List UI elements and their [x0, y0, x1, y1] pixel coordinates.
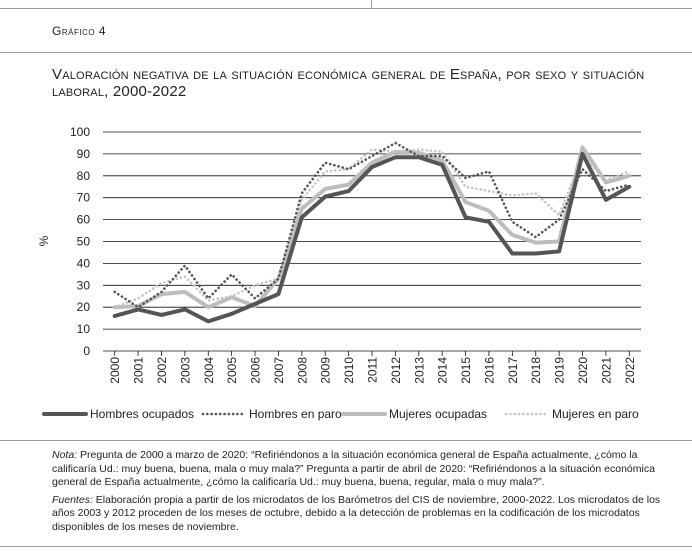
- x-tick-label-2005: 2005: [225, 357, 239, 384]
- x-tick-label-2011: 2011: [366, 357, 380, 383]
- x-tick-label-2012: 2012: [389, 357, 403, 384]
- y-tick-label-100: 100: [70, 125, 90, 139]
- legend-label-hombres-ocupados: Hombres ocupados: [90, 407, 194, 421]
- fuentes-label: Fuentes:: [52, 493, 93, 506]
- x-tick-label-2021: 2021: [599, 357, 613, 384]
- series-line-mujeres-ocupadas: [112, 145, 632, 310]
- fuentes-paragraph: Fuentes: Elaboración propia a partir de …: [52, 494, 684, 535]
- series-line-hombres-ocupados: [112, 151, 632, 324]
- legend: Hombres ocupados Hombres en paro Mujeres o…: [42, 407, 639, 421]
- legend-label-mujeres-ocupadas: Mujeres ocupadas: [389, 407, 487, 421]
- notes-rule: [0, 440, 692, 441]
- top-frame-tick: [371, 0, 372, 8]
- series-line-mujeres-en-paro: [113, 148, 631, 309]
- x-tick-label-2009: 2009: [319, 357, 333, 384]
- nota-paragraph: Nota: Pregunta de 2000 a marzo de 2020: …: [52, 449, 684, 490]
- x-tick-label-2016: 2016: [482, 357, 496, 384]
- x-tick-label-2013: 2013: [412, 357, 426, 384]
- x-tick-label-2018: 2018: [529, 357, 543, 384]
- x-tick-label-2014: 2014: [436, 357, 450, 384]
- y-tick-label-50: 50: [77, 235, 91, 249]
- y-axis-label: %: [37, 235, 51, 246]
- legend-label-mujeres-en-paro: Mujeres en paro: [552, 407, 639, 421]
- x-tick-label-2017: 2017: [506, 357, 520, 384]
- x-tick-label-2002: 2002: [155, 357, 169, 384]
- x-tick-label-2022: 2022: [623, 357, 637, 384]
- x-axis-ticks: 2000 2001 2002 2003 2004 2005 2006 2007 2008 2009…: [108, 351, 637, 384]
- x-tick-label-2008: 2008: [295, 357, 309, 384]
- x-tick-label-2004: 2004: [202, 357, 216, 384]
- top-rule: [0, 8, 692, 9]
- y-tick-label-60: 60: [77, 213, 91, 227]
- x-tick-label-2020: 2020: [576, 357, 590, 384]
- y-tick-label-80: 80: [77, 169, 91, 183]
- x-tick-label-2015: 2015: [459, 357, 473, 384]
- x-tick-label-2019: 2019: [553, 357, 567, 384]
- y-tick-label-20: 20: [77, 300, 91, 314]
- y-tick-label-40: 40: [77, 256, 91, 270]
- header-rule: [0, 52, 692, 53]
- legend-label-hombres-en-paro: Hombres en paro: [249, 407, 342, 421]
- nota-text: Pregunta de 2000 a marzo de 2020: “Refir…: [52, 449, 655, 489]
- y-tick-label-90: 90: [77, 147, 91, 161]
- x-tick-label-2000: 2000: [108, 357, 122, 384]
- x-tick-label-2006: 2006: [249, 357, 263, 384]
- series-lines: [112, 141, 632, 324]
- x-tick-label-2007: 2007: [272, 357, 286, 384]
- x-tick-label-2010: 2010: [342, 357, 356, 384]
- y-tick-label-70: 70: [77, 191, 91, 205]
- notes: Nota: Pregunta de 2000 a marzo de 2020: …: [52, 449, 684, 539]
- y-tick-label-30: 30: [77, 278, 91, 292]
- y-axis-ticks: 0 10 20 30 40 50 60 70 80 90 100: [70, 125, 90, 358]
- y-tick-label-10: 10: [77, 322, 91, 336]
- figure-label: Gráfico 4: [52, 24, 107, 38]
- grid-lines: [103, 131, 641, 352]
- fuentes-text: Elaboración propia a partir de los micro…: [52, 493, 661, 533]
- chart-title: Valoración negativa de la situación econ…: [52, 66, 645, 100]
- x-tick-label-2003: 2003: [178, 357, 192, 384]
- y-tick-label-0: 0: [83, 344, 90, 358]
- nota-label: Nota:: [52, 449, 78, 461]
- x-tick-label-2001: 2001: [132, 357, 146, 384]
- bottom-rule: [0, 546, 692, 547]
